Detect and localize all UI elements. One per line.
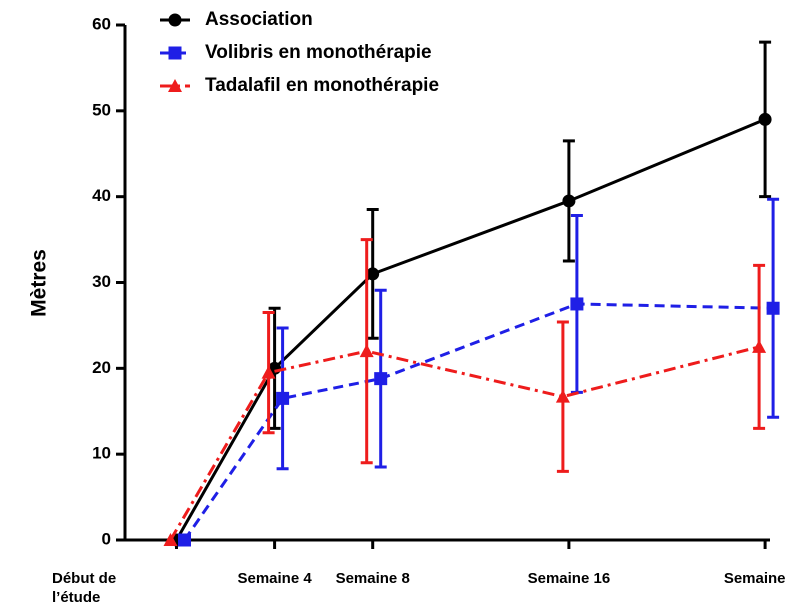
x-tick-label: Semaine 24 — [723, 570, 787, 587]
point — [555, 389, 570, 403]
point — [374, 372, 388, 386]
point — [752, 339, 767, 353]
point — [359, 344, 374, 358]
series-2 — [169, 238, 766, 541]
y-tick-label: 60 — [92, 14, 111, 33]
y-axis-label: Mètres — [28, 249, 51, 317]
y-tick-label: 30 — [92, 272, 111, 291]
legend-marker — [168, 46, 182, 60]
legend-label: Association — [205, 9, 313, 30]
series-0 — [175, 40, 772, 541]
line — [169, 345, 760, 541]
legend-label: Volibris en monothérapie — [205, 42, 432, 63]
line — [175, 118, 766, 541]
legend-marker — [168, 13, 182, 27]
point — [366, 267, 380, 281]
y-tick-label: 10 — [92, 444, 111, 463]
x-tick-label: Semaine 16 — [527, 570, 611, 587]
point — [570, 297, 584, 311]
x-tick-label: Semaine 4 — [237, 570, 312, 587]
point — [178, 533, 192, 547]
x-tick-label: Semaine 8 — [335, 570, 410, 587]
point — [163, 533, 178, 546]
y-tick-label: 50 — [92, 100, 111, 119]
y-tick-label: 0 — [102, 529, 111, 548]
point — [276, 391, 290, 405]
y-tick-label: 20 — [92, 358, 111, 377]
legend-label: Tadalafil en monothérapie — [205, 75, 439, 96]
point — [766, 301, 780, 315]
point — [758, 112, 772, 126]
point — [261, 365, 276, 379]
x-tick-label: Début de l’étude — [52, 570, 117, 606]
legend-marker — [168, 79, 182, 92]
point — [562, 194, 576, 208]
line — [183, 302, 774, 541]
y-tick-label: 40 — [92, 186, 111, 205]
